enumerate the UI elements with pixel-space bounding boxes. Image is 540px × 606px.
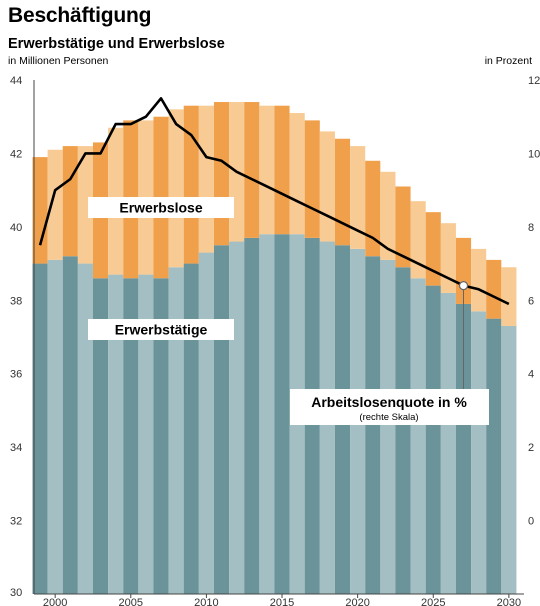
line-group bbox=[38, 97, 510, 306]
bar-erwerbstaetige bbox=[138, 274, 154, 594]
bar-erwerbstaetige bbox=[501, 325, 517, 594]
bar-erwerbslose bbox=[425, 212, 441, 286]
left-tick-label: 32 bbox=[10, 516, 22, 528]
bar-erwerbstaetige bbox=[380, 259, 396, 594]
right-tick-label: 2 bbox=[528, 442, 534, 454]
right-tick-label: 12 bbox=[528, 75, 540, 87]
bar-erwerbslose bbox=[334, 138, 351, 246]
left-tick-label: 38 bbox=[10, 295, 22, 307]
bar-erwerbstaetige bbox=[213, 245, 230, 594]
chart-subtitle: Erwerbstätige und Erwerbslose bbox=[8, 36, 225, 52]
axes-group: 30 32 34 36 38 40 42 44 0 2 4 6 8 10 12 2000 2005 2010 201… bbox=[10, 75, 540, 606]
bar-erwerbstaetige bbox=[183, 263, 199, 594]
bar-erwerbstaetige bbox=[77, 263, 93, 594]
right-axis-unit: in Prozent bbox=[484, 55, 532, 67]
bar-group bbox=[32, 102, 517, 595]
bar-erwerbslose bbox=[410, 201, 426, 279]
bar-erwerbslose bbox=[365, 160, 381, 257]
x-tick-label: 2030 bbox=[497, 597, 521, 606]
x-tick-label: 2005 bbox=[119, 597, 143, 606]
bar-erwerbstaetige bbox=[62, 256, 78, 594]
bar-erwerbstaetige bbox=[32, 263, 48, 594]
bar-erwerbstaetige bbox=[365, 256, 381, 594]
bar-erwerbslose bbox=[274, 105, 290, 235]
x-tick-label: 2025 bbox=[421, 597, 445, 606]
bar-erwerbstaetige bbox=[440, 292, 456, 594]
label-erwerbslose-box bbox=[88, 197, 234, 218]
bar-erwerbslose bbox=[395, 186, 411, 268]
left-tick-label: 40 bbox=[10, 222, 22, 234]
bar-erwerbstaetige bbox=[198, 252, 214, 595]
bar-erwerbslose bbox=[486, 259, 502, 319]
bar-erwerbslose bbox=[198, 105, 214, 253]
bar-erwerbstaetige bbox=[471, 311, 487, 594]
label-erwerbstaetige-box bbox=[88, 319, 234, 340]
x-tick-label: 2010 bbox=[194, 597, 218, 606]
bar-erwerbslose bbox=[319, 131, 335, 242]
label-erwerbstaetige: Erwerbstätige bbox=[115, 322, 208, 338]
bar-erwerbslose bbox=[350, 146, 366, 249]
chart-title: Beschäftigung bbox=[8, 4, 152, 27]
label-quote-box bbox=[290, 389, 489, 425]
right-tick-label: 4 bbox=[528, 369, 534, 381]
bar-erwerbstaetige bbox=[168, 267, 184, 594]
x-tick-label: 2020 bbox=[345, 597, 369, 606]
left-tick-label: 44 bbox=[10, 75, 22, 87]
bar-erwerbstaetige bbox=[259, 234, 275, 594]
bar-erwerbslose bbox=[380, 171, 396, 260]
left-tick-label: 42 bbox=[10, 148, 22, 160]
bar-erwerbslose bbox=[259, 105, 275, 235]
series-line-arbeitslosenquote bbox=[38, 97, 510, 306]
bar-erwerbslose bbox=[244, 102, 260, 238]
right-tick-label: 10 bbox=[528, 148, 540, 160]
annotation-group: Erwerbslose Erwerbstätige Arbeitslosenquot… bbox=[88, 197, 489, 425]
bar-erwerbslose bbox=[289, 113, 305, 235]
bar-erwerbstaetige bbox=[274, 234, 290, 594]
left-tick-label: 30 bbox=[10, 587, 22, 599]
right-tick-label: 0 bbox=[528, 516, 534, 528]
bar-erwerbstaetige bbox=[395, 267, 411, 594]
bar-erwerbstaetige bbox=[153, 278, 169, 594]
bar-erwerbslose bbox=[62, 146, 78, 257]
bar-erwerbslose bbox=[213, 102, 230, 246]
bar-erwerbstaetige bbox=[455, 303, 472, 594]
bar-erwerbslose bbox=[471, 248, 487, 312]
bar-erwerbslose bbox=[32, 157, 48, 264]
bar-erwerbslose bbox=[168, 109, 184, 268]
bar-erwerbstaetige bbox=[47, 259, 63, 594]
bar-erwerbstaetige bbox=[410, 278, 426, 594]
label-quote-note: (rechte Skala) bbox=[359, 412, 418, 423]
bar-erwerbstaetige bbox=[486, 318, 502, 594]
left-axis-unit: in Millionen Personen bbox=[8, 55, 109, 67]
label-erwerbslose: Erwerbslose bbox=[119, 200, 202, 216]
bar-erwerbslose bbox=[440, 223, 456, 293]
bar-erwerbstaetige bbox=[244, 237, 260, 594]
bar-erwerbstaetige bbox=[123, 278, 139, 594]
bar-erwerbslose bbox=[183, 105, 199, 264]
quote-marker bbox=[458, 281, 469, 291]
bar-erwerbslose bbox=[501, 267, 517, 326]
x-tick-label: 2000 bbox=[43, 597, 67, 606]
bar-erwerbslose bbox=[304, 120, 320, 238]
x-tick-label: 2015 bbox=[270, 597, 294, 606]
right-tick-label: 6 bbox=[528, 295, 534, 307]
bar-erwerbstaetige bbox=[92, 278, 109, 594]
bar-erwerbstaetige bbox=[108, 274, 124, 594]
label-quote: Arbeitslosenquote in % bbox=[311, 394, 467, 410]
right-tick-label: 8 bbox=[528, 222, 534, 234]
bar-erwerbslose bbox=[47, 149, 63, 260]
bar-erwerbstaetige bbox=[425, 285, 441, 594]
bar-erwerbstaetige bbox=[229, 241, 245, 595]
left-tick-label: 34 bbox=[10, 442, 22, 454]
left-tick-label: 36 bbox=[10, 369, 22, 381]
bar-erwerbslose bbox=[77, 146, 93, 264]
